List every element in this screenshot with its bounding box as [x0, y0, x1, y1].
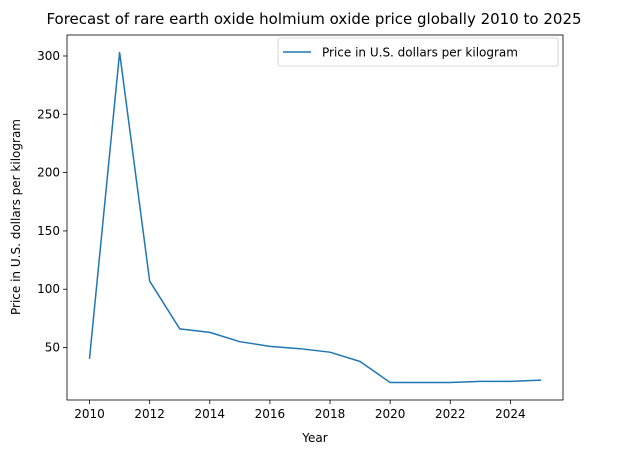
x-tick-label: 2012 [134, 407, 165, 421]
legend-label: Price in U.S. dollars per kilogram [322, 46, 518, 60]
y-tick-label: 200 [37, 166, 60, 180]
legend: Price in U.S. dollars per kilogram [277, 37, 559, 67]
y-tick-label: 300 [37, 49, 60, 63]
y-tick-label: 250 [37, 107, 60, 121]
x-axis-label: Year [301, 431, 327, 445]
x-tick-label: 2020 [375, 407, 406, 421]
y-axis: 50 100 150 200 250 300 [37, 49, 67, 355]
y-tick-label: 100 [37, 282, 60, 296]
x-tick-label: 2022 [435, 407, 466, 421]
series-line [88, 51, 542, 384]
x-axis: 2010 2012 2014 2016 2018 2020 2022 2024 [74, 400, 526, 421]
y-tick-label: 150 [37, 224, 60, 238]
series-layer [88, 51, 542, 384]
x-tick-label: 2018 [315, 407, 346, 421]
legend-box [277, 37, 559, 67]
x-tick-label: 2010 [74, 407, 105, 421]
y-tick-label: 50 [45, 341, 60, 355]
y-axis-label: Price in U.S. dollars per kilogram [9, 119, 23, 315]
x-tick-label: 2014 [195, 407, 226, 421]
x-tick-label: 2024 [495, 407, 526, 421]
chart-title: Forecast of rare earth oxide holmium oxi… [46, 10, 581, 28]
x-tick-label: 2016 [255, 407, 286, 421]
axes-frame [66, 34, 564, 401]
